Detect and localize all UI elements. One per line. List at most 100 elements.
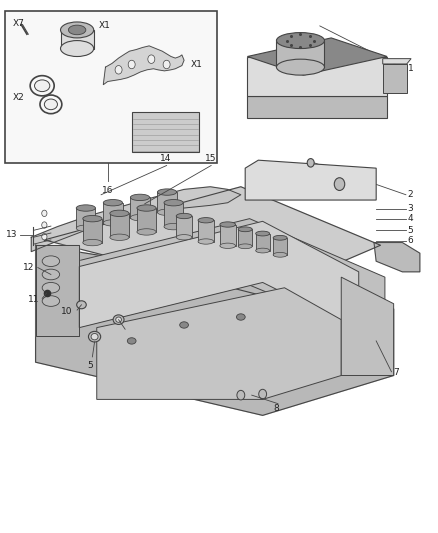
Polygon shape <box>245 160 376 200</box>
Bar <box>60 30 94 49</box>
Text: 9: 9 <box>122 334 128 343</box>
Ellipse shape <box>137 229 156 235</box>
Ellipse shape <box>176 213 192 219</box>
Polygon shape <box>35 245 79 336</box>
Bar <box>383 64 407 93</box>
Polygon shape <box>44 219 385 341</box>
Ellipse shape <box>103 199 123 206</box>
Ellipse shape <box>198 217 214 223</box>
Ellipse shape <box>60 41 94 56</box>
Text: 11: 11 <box>28 295 39 304</box>
Bar <box>220 224 236 246</box>
Text: X2: X2 <box>13 93 25 102</box>
Ellipse shape <box>68 25 86 35</box>
Circle shape <box>334 177 345 190</box>
Polygon shape <box>44 187 381 296</box>
Text: X1: X1 <box>191 60 202 69</box>
Polygon shape <box>374 243 420 272</box>
Ellipse shape <box>42 269 60 280</box>
Bar <box>131 197 150 217</box>
Polygon shape <box>97 288 341 399</box>
Bar <box>164 203 183 227</box>
Circle shape <box>115 66 122 74</box>
Circle shape <box>259 389 267 399</box>
Text: X1: X1 <box>99 21 111 30</box>
Polygon shape <box>35 245 394 415</box>
Ellipse shape <box>256 248 270 253</box>
Ellipse shape <box>198 239 214 244</box>
Circle shape <box>42 210 47 216</box>
Ellipse shape <box>131 214 150 221</box>
Ellipse shape <box>237 314 245 320</box>
Ellipse shape <box>110 234 129 240</box>
Text: 4: 4 <box>407 214 413 223</box>
Polygon shape <box>247 96 387 118</box>
Ellipse shape <box>91 334 98 340</box>
Ellipse shape <box>110 210 129 216</box>
Ellipse shape <box>42 296 60 306</box>
Polygon shape <box>341 277 394 375</box>
Ellipse shape <box>256 231 270 236</box>
Ellipse shape <box>88 332 101 342</box>
Polygon shape <box>247 38 387 75</box>
Ellipse shape <box>220 222 236 227</box>
Bar <box>176 216 192 237</box>
Ellipse shape <box>76 205 95 211</box>
Text: 16: 16 <box>102 185 113 195</box>
Text: 15: 15 <box>205 154 216 163</box>
Ellipse shape <box>44 99 57 110</box>
Ellipse shape <box>238 244 252 249</box>
Bar <box>110 213 129 237</box>
Bar <box>238 229 252 246</box>
Ellipse shape <box>116 317 121 322</box>
Circle shape <box>148 55 155 63</box>
Ellipse shape <box>76 225 95 231</box>
Text: 3: 3 <box>407 204 413 213</box>
Bar <box>5 11 217 163</box>
Bar <box>273 238 287 255</box>
Ellipse shape <box>164 199 183 206</box>
Ellipse shape <box>276 59 325 75</box>
Text: 1: 1 <box>408 64 414 72</box>
Ellipse shape <box>103 220 123 226</box>
Polygon shape <box>79 221 359 330</box>
Text: 2: 2 <box>407 190 413 199</box>
Ellipse shape <box>131 194 150 200</box>
Ellipse shape <box>164 223 183 230</box>
Ellipse shape <box>83 215 102 222</box>
Circle shape <box>163 60 170 69</box>
Ellipse shape <box>42 282 60 293</box>
Text: X7: X7 <box>13 19 25 28</box>
Ellipse shape <box>35 80 50 92</box>
Ellipse shape <box>220 243 236 248</box>
Circle shape <box>128 60 135 69</box>
Text: 5: 5 <box>407 226 413 235</box>
Ellipse shape <box>83 239 102 246</box>
Polygon shape <box>383 59 411 64</box>
Ellipse shape <box>77 301 86 309</box>
Text: 12: 12 <box>23 263 35 272</box>
Text: 5: 5 <box>87 361 93 369</box>
Circle shape <box>42 233 47 240</box>
Bar <box>132 112 199 152</box>
Ellipse shape <box>180 322 188 328</box>
Polygon shape <box>31 187 241 252</box>
Bar <box>137 208 156 232</box>
Ellipse shape <box>238 227 252 232</box>
Bar <box>83 219 102 243</box>
Ellipse shape <box>60 22 94 38</box>
Circle shape <box>42 222 47 228</box>
Ellipse shape <box>42 256 60 266</box>
Polygon shape <box>103 46 184 85</box>
Ellipse shape <box>157 209 177 215</box>
Ellipse shape <box>176 235 192 240</box>
Bar <box>256 233 270 251</box>
Text: 8: 8 <box>274 405 279 414</box>
Text: 7: 7 <box>393 368 399 377</box>
Bar <box>76 208 95 228</box>
Bar <box>157 192 177 212</box>
Text: 14: 14 <box>160 154 171 163</box>
Ellipse shape <box>276 33 325 49</box>
Text: 6: 6 <box>407 237 413 246</box>
Circle shape <box>237 390 245 400</box>
